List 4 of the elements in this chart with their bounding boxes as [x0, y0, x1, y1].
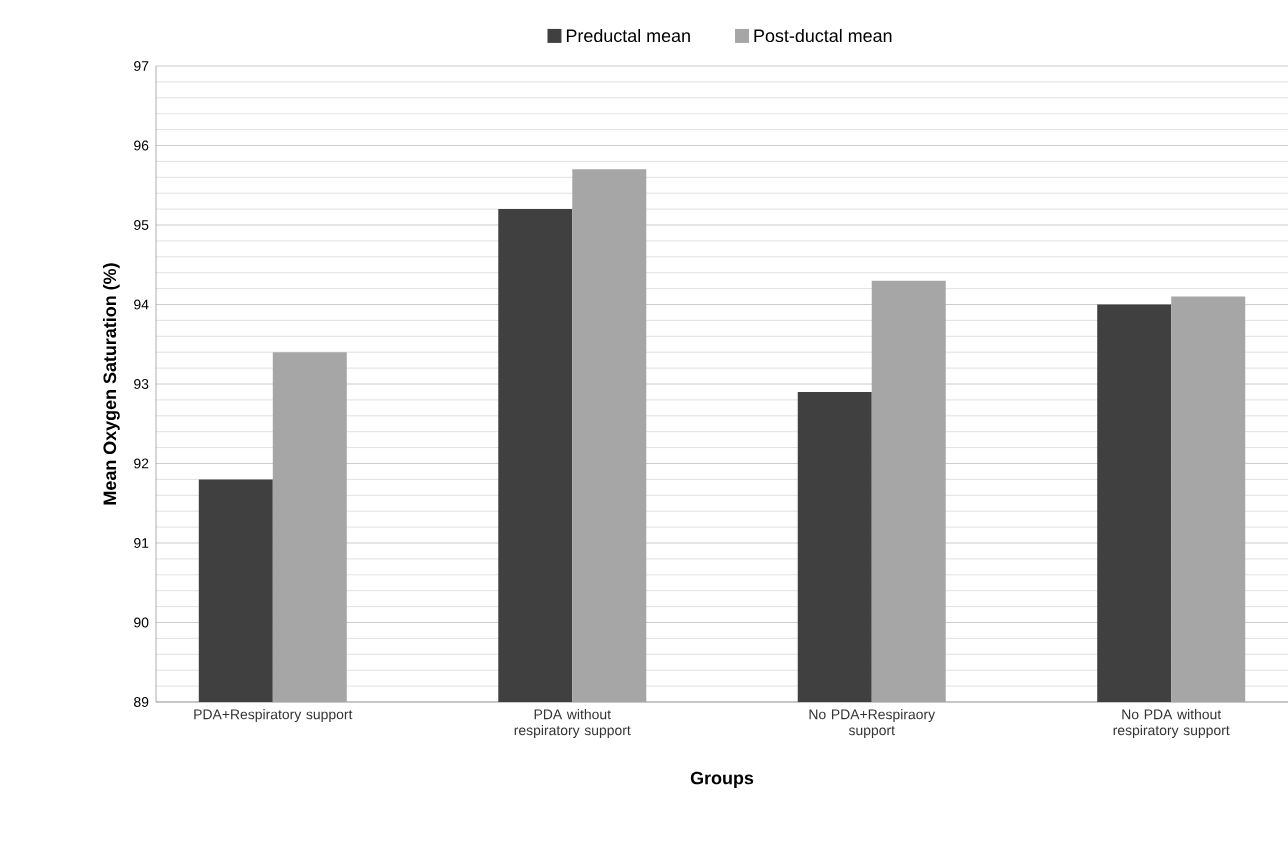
legend-label: Post-ductal mean: [754, 28, 892, 43]
legend-label: Preductal mean: [566, 28, 690, 43]
y-axis-title: Mean Oxygen Saturation (%): [102, 263, 120, 505]
x-axis-title: Groups: [690, 771, 754, 788]
